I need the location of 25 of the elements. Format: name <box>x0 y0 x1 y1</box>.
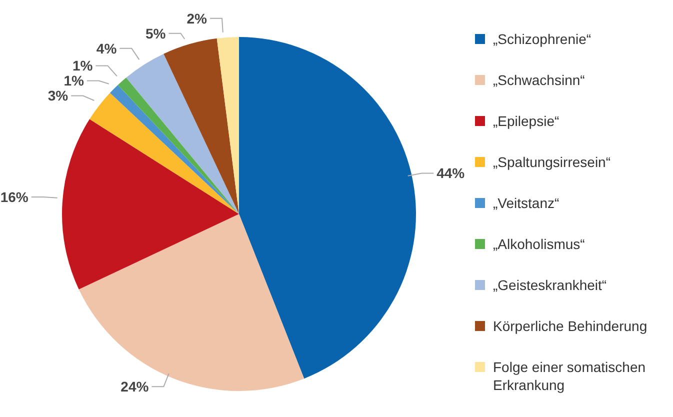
data-label: 16% <box>0 188 29 205</box>
pie-slice <box>164 38 239 214</box>
data-label: 2% <box>186 10 208 26</box>
pie-slice <box>78 214 304 391</box>
legend-label: „Alkoholismus“ <box>493 235 585 253</box>
data-label: 24% <box>120 378 150 394</box>
legend-label: „Geisteskrankheit“ <box>493 276 607 294</box>
pie-slice <box>216 37 239 214</box>
legend-label: „Veitstanz“ <box>493 194 560 212</box>
data-label: 3% <box>48 88 69 104</box>
legend-label: Folge einer somatischen Erkrankung <box>493 358 647 394</box>
data-label: 4% <box>96 40 118 56</box>
legend-label: „Schwachsinn“ <box>493 71 585 89</box>
pie-slice <box>90 92 239 214</box>
data-label: 1% <box>64 72 84 89</box>
data-label: 5% <box>145 25 166 42</box>
data-label: 1% <box>72 58 94 74</box>
legend-label: „Epilepsie“ <box>493 112 560 130</box>
legend-label: „Schizophrenie“ <box>493 30 592 48</box>
pie-slice <box>126 54 239 214</box>
legend-label: Körperliche Behinderung <box>493 317 648 335</box>
pie-slice <box>239 37 416 379</box>
legend-label: „Spaltungsirresein“ <box>493 153 610 171</box>
data-label: 44% <box>436 165 466 182</box>
pie-slice <box>62 119 239 290</box>
